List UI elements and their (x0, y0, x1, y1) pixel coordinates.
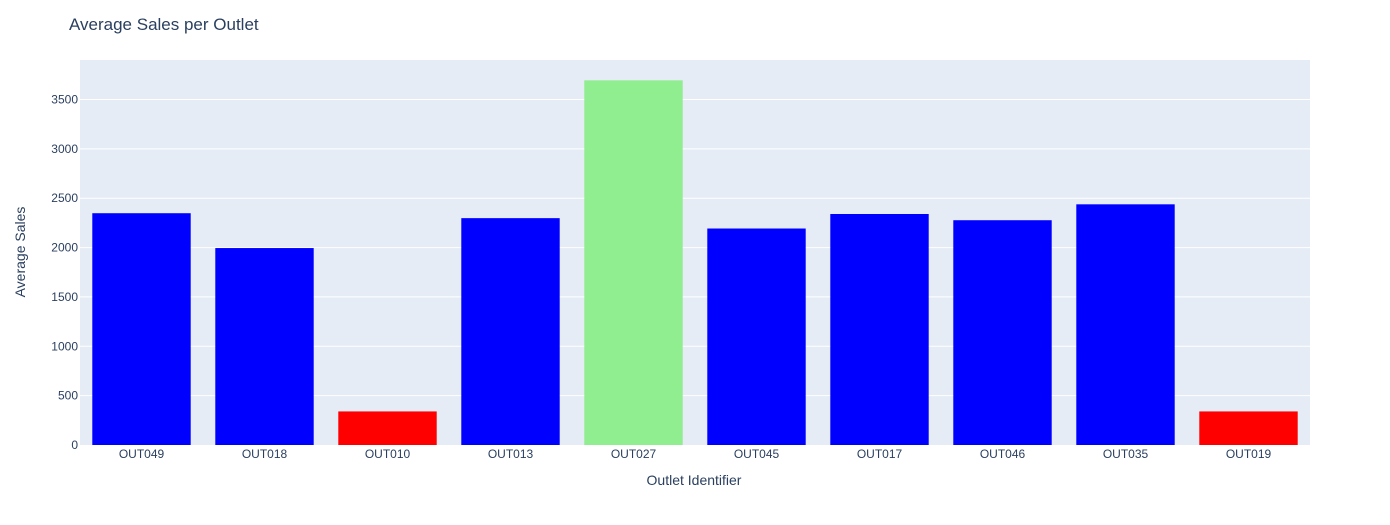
y-tick-label: 2000 (51, 241, 78, 255)
x-tick-label: OUT019 (1226, 447, 1272, 461)
x-axis-ticks: OUT049 OUT018 OUT010 OUT013 OUT027 OUT045 OUT0… (119, 447, 1272, 461)
x-tick-label: OUT035 (1103, 447, 1149, 461)
y-axis-ticks: 0 500 1000 1500 2000 2500 3000 3500 (51, 92, 78, 452)
y-axis-title: Average Sales (12, 207, 28, 298)
y-tick-label: 0 (71, 438, 78, 452)
x-tick-label: OUT013 (488, 447, 534, 461)
bar-out018[interactable] (215, 248, 314, 445)
bar-out013[interactable] (461, 218, 560, 445)
bar-out049[interactable] (92, 213, 191, 445)
x-tick-label: OUT046 (980, 447, 1026, 461)
x-tick-label: OUT049 (119, 447, 165, 461)
bar-out017[interactable] (830, 214, 929, 445)
bar-out019[interactable] (1199, 411, 1298, 445)
y-tick-label: 500 (58, 389, 78, 403)
y-tick-label: 1000 (51, 339, 78, 353)
y-tick-label: 3500 (51, 92, 78, 106)
bar-out010[interactable] (338, 411, 437, 445)
x-tick-label: OUT018 (242, 447, 288, 461)
y-tick-label: 1500 (51, 290, 78, 304)
bar-out035[interactable] (1076, 204, 1175, 445)
x-tick-label: OUT045 (734, 447, 780, 461)
y-tick-label: 2500 (51, 191, 78, 205)
x-tick-label: OUT010 (365, 447, 411, 461)
x-axis-title: Outlet Identifier (647, 472, 742, 488)
bar-out027[interactable] (584, 80, 683, 445)
x-tick-label: OUT017 (857, 447, 903, 461)
y-tick-label: 3000 (51, 142, 78, 156)
x-tick-label: OUT027 (611, 447, 657, 461)
chart-title: Average Sales per Outlet (69, 15, 259, 34)
bar-out046[interactable] (953, 220, 1052, 445)
bar-out045[interactable] (707, 228, 806, 445)
bars (92, 80, 1298, 445)
